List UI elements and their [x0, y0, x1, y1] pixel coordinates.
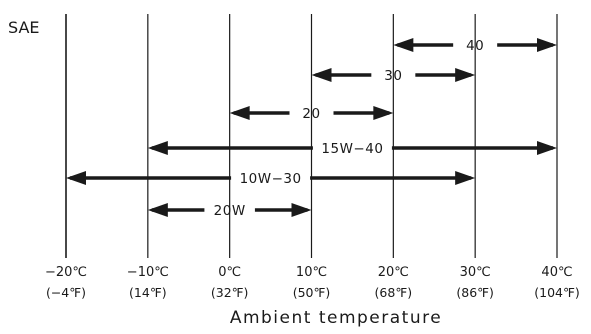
range-label: 10W−30 [240, 171, 302, 187]
range-20W: 20W [147, 203, 312, 219]
tick-label-celsius: 30℃ [460, 265, 491, 280]
range-label: 40 [466, 38, 484, 54]
arrow-head-left [393, 38, 414, 52]
arrow-head-left [311, 68, 332, 82]
range-40: 40 [393, 38, 557, 54]
tick-label-fahrenheit: (−4℉) [46, 285, 86, 300]
range-30: 30 [311, 68, 476, 84]
range-arrows: 40 30 20 15W−40 10W−30 20W [66, 38, 557, 219]
arrow-head-right [373, 106, 394, 120]
x-tick-labels: −20℃ (−4℉) −10℃ (14℉) 0℃ (32℉) 10℃ (50℉) 20℃ (68℉… [45, 265, 580, 300]
arrow-head-right [537, 38, 557, 52]
range-label: 30 [384, 68, 402, 84]
tick-label-celsius: 0℃ [218, 265, 241, 280]
tick-label-celsius: 40℃ [541, 265, 572, 280]
tick-label-fahrenheit: (14℉) [129, 285, 167, 300]
tick-label-celsius: 10℃ [296, 265, 327, 280]
y-axis-label: SAE [8, 18, 40, 37]
arrow-head-right [455, 68, 476, 82]
tick-label-fahrenheit: (32℉) [211, 285, 249, 300]
arrow-head-right [291, 203, 312, 217]
gridlines [65, 14, 558, 258]
tick-label-celsius: −10℃ [127, 265, 169, 280]
tick-label-fahrenheit: (50℉) [293, 285, 331, 300]
range-label: 20 [302, 106, 320, 122]
range-15W-40: 15W−40 [147, 141, 557, 157]
tick-label-celsius: −20℃ [45, 265, 87, 280]
range-10W-30: 10W−30 [66, 171, 476, 187]
arrow-head-left [147, 141, 168, 155]
range-20: 20 [229, 106, 394, 122]
arrow-head-left [147, 203, 168, 217]
range-label: 15W−40 [321, 141, 383, 157]
tick-label-fahrenheit: (104℉) [534, 285, 580, 300]
arrow-head-right [455, 171, 476, 185]
tick-label-fahrenheit: (68℉) [375, 285, 413, 300]
tick-label-fahrenheit: (86℉) [456, 285, 494, 300]
arrow-head-left [66, 171, 86, 185]
x-axis-label: Ambient temperature [230, 308, 442, 328]
arrow-head-right [537, 141, 557, 155]
range-label: 20W [214, 203, 246, 219]
tick-label-celsius: 20℃ [378, 265, 409, 280]
arrow-head-left [229, 106, 250, 120]
